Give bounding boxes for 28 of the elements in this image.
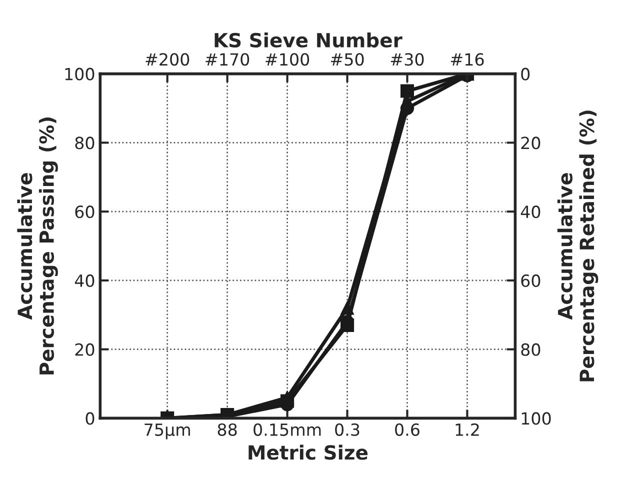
x-tick-label: 0.15mm bbox=[254, 423, 321, 436]
text: #170 bbox=[206, 53, 250, 66]
x-axis-title: Metric Size bbox=[248, 444, 368, 460]
text: #200 bbox=[146, 53, 190, 66]
x-tick-label: 88 bbox=[218, 423, 237, 436]
y2-tick-label: 100 bbox=[522, 412, 551, 425]
x-tick-label: 0.6 bbox=[395, 423, 420, 436]
x-tick-label: 0.3 bbox=[335, 423, 360, 436]
y-tick-label: 60 bbox=[75, 206, 94, 218]
x-tick-label: 75μm bbox=[144, 424, 190, 440]
x-tick-label: 1.2 bbox=[456, 423, 479, 436]
y2-tick-label: 0 bbox=[521, 68, 530, 80]
y-tick-label: 20 bbox=[75, 343, 94, 356]
text: #50 bbox=[330, 53, 364, 66]
y2-tick-label: 80 bbox=[521, 343, 540, 356]
y-axis-title: Accumulative Percentage Passing (%) bbox=[17, 118, 58, 374]
y2-tick-label: 40 bbox=[520, 206, 540, 218]
y-tick-label: 40 bbox=[74, 274, 94, 288]
y2-tick-label: 60 bbox=[521, 274, 540, 288]
y-tick-label: 0 bbox=[86, 412, 94, 425]
x2-axis-title: KS Sieve Number bbox=[214, 32, 402, 48]
y-tick-label: 80 bbox=[75, 136, 94, 150]
y2-tick-label: 20 bbox=[521, 136, 540, 150]
text: #100 bbox=[266, 53, 310, 66]
text: #30 bbox=[390, 53, 424, 66]
y-tick-label: 100 bbox=[65, 68, 94, 80]
y2-axis-title: Accumulative Percentage Retained (%) bbox=[557, 110, 598, 382]
text: #16 bbox=[450, 53, 484, 66]
